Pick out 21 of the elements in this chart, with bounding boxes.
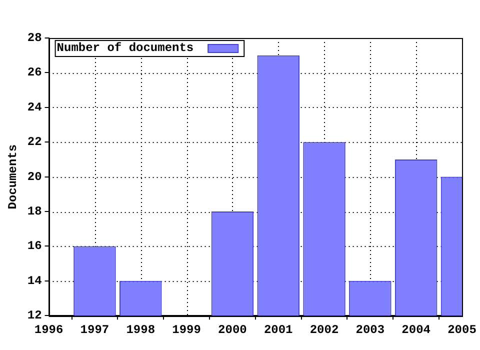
x-tick-label: 1996: [34, 322, 64, 337]
y-tick-label: 12: [27, 308, 42, 323]
legend-label: Number of documents: [56, 41, 194, 56]
x-tick-label: 1999: [172, 322, 201, 337]
x-tick-label: 2001: [264, 322, 293, 337]
x-tick-label: 2000: [218, 322, 247, 337]
y-tick-label: 28: [27, 31, 42, 46]
x-tick-label: 1997: [80, 322, 110, 337]
y-tick-label: 26: [27, 66, 42, 80]
x-tick-label: 2002: [310, 322, 339, 337]
y-tick-label: 24: [27, 100, 42, 114]
x-tick-label: 2004: [402, 322, 430, 337]
x-tick-label: 2005: [448, 322, 476, 337]
y-tick-label: 22: [27, 135, 42, 150]
y-tick-label: 16: [27, 239, 42, 254]
y-tick-label: 14: [27, 274, 42, 288]
x-tick-label: 1998: [126, 322, 156, 337]
x-tick-label: 2003: [356, 322, 385, 337]
y-axis-title: Documents: [6, 144, 20, 210]
y-tick-label: 18: [27, 204, 42, 219]
y-tick-label: 20: [27, 170, 42, 184]
